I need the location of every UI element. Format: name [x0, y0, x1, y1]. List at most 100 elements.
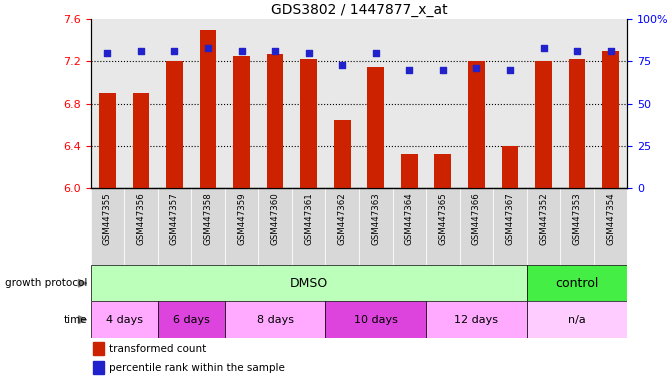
Bar — [292, 188, 325, 265]
Text: percentile rank within the sample: percentile rank within the sample — [109, 363, 285, 373]
Text: 10 days: 10 days — [354, 314, 398, 325]
Text: growth protocol: growth protocol — [5, 278, 87, 288]
Bar — [426, 188, 460, 265]
Bar — [325, 19, 359, 188]
Text: control: control — [556, 277, 599, 290]
Bar — [258, 19, 292, 188]
Bar — [493, 188, 527, 265]
Bar — [225, 188, 258, 265]
Bar — [325, 188, 359, 265]
Point — [136, 48, 146, 55]
Bar — [99, 93, 116, 188]
Text: GSM447363: GSM447363 — [371, 192, 380, 245]
Point — [437, 67, 448, 73]
Bar — [91, 19, 124, 188]
Bar — [91, 301, 158, 338]
Point — [572, 48, 582, 55]
Point — [303, 50, 314, 56]
Text: GSM447356: GSM447356 — [136, 192, 146, 245]
Bar — [501, 146, 518, 188]
Bar — [568, 60, 585, 188]
Point — [169, 48, 180, 55]
Point — [605, 48, 616, 55]
Text: GSM447353: GSM447353 — [572, 192, 582, 245]
Point — [505, 67, 515, 73]
Bar — [234, 56, 250, 188]
Text: 12 days: 12 days — [454, 314, 499, 325]
Bar — [560, 188, 594, 265]
Bar — [124, 19, 158, 188]
Text: GSM447357: GSM447357 — [170, 192, 179, 245]
Text: GSM447359: GSM447359 — [237, 192, 246, 245]
Text: transformed count: transformed count — [109, 344, 207, 354]
Bar — [292, 19, 325, 188]
Bar — [527, 265, 627, 301]
Point — [203, 45, 213, 51]
Text: GSM447361: GSM447361 — [304, 192, 313, 245]
Bar — [359, 188, 393, 265]
Bar — [93, 361, 104, 374]
Text: GSM447360: GSM447360 — [270, 192, 280, 245]
Bar — [158, 19, 191, 188]
Bar — [133, 93, 150, 188]
Text: GSM447352: GSM447352 — [539, 192, 548, 245]
Bar — [401, 154, 417, 188]
Title: GDS3802 / 1447877_x_at: GDS3802 / 1447877_x_at — [270, 3, 448, 17]
Point — [270, 48, 280, 55]
Bar — [426, 301, 527, 338]
Bar — [301, 60, 317, 188]
Point — [370, 50, 381, 56]
Text: GSM447364: GSM447364 — [405, 192, 414, 245]
Text: GSM447362: GSM447362 — [338, 192, 347, 245]
Point — [538, 45, 549, 51]
Text: GSM447358: GSM447358 — [203, 192, 213, 245]
Bar — [493, 19, 527, 188]
Bar — [603, 51, 619, 188]
Text: GSM447365: GSM447365 — [438, 192, 448, 245]
Point — [236, 48, 247, 55]
Bar — [368, 67, 384, 188]
Bar — [527, 188, 560, 265]
Text: DMSO: DMSO — [289, 277, 328, 290]
Bar — [560, 19, 594, 188]
Bar — [258, 188, 292, 265]
Text: GSM447367: GSM447367 — [505, 192, 515, 245]
Bar — [91, 188, 124, 265]
Bar — [594, 19, 627, 188]
Bar — [124, 188, 158, 265]
Bar — [359, 19, 393, 188]
Bar — [225, 19, 258, 188]
Bar — [393, 188, 426, 265]
Bar — [393, 19, 426, 188]
Point — [471, 65, 482, 71]
Bar — [93, 342, 104, 355]
Bar — [460, 19, 493, 188]
Bar — [200, 30, 216, 188]
Bar — [527, 301, 627, 338]
Bar — [594, 188, 627, 265]
Text: GSM447355: GSM447355 — [103, 192, 112, 245]
Bar — [266, 54, 283, 188]
Bar — [325, 301, 426, 338]
Bar — [191, 19, 225, 188]
Bar — [535, 61, 552, 188]
Bar — [460, 188, 493, 265]
Text: 4 days: 4 days — [105, 314, 143, 325]
Bar — [191, 188, 225, 265]
Text: 8 days: 8 days — [256, 314, 294, 325]
Bar — [334, 119, 350, 188]
Text: n/a: n/a — [568, 314, 586, 325]
Bar — [527, 19, 560, 188]
Text: time: time — [64, 314, 87, 325]
Bar — [158, 301, 225, 338]
Bar — [426, 19, 460, 188]
Bar — [225, 301, 325, 338]
Bar — [91, 265, 527, 301]
Text: 6 days: 6 days — [173, 314, 209, 325]
Text: GSM447366: GSM447366 — [472, 192, 481, 245]
Point — [102, 50, 113, 56]
Bar — [158, 188, 191, 265]
Bar — [435, 154, 451, 188]
Point — [404, 67, 415, 73]
Bar — [166, 61, 183, 188]
